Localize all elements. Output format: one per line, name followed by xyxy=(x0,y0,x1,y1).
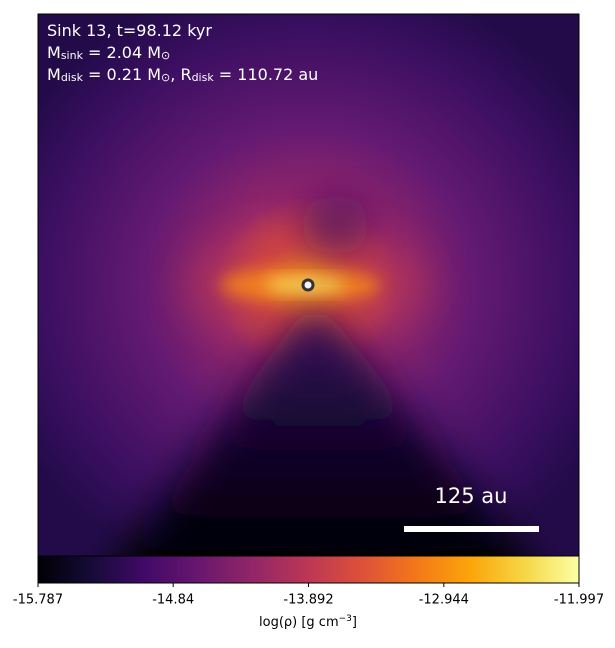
subscript: disk xyxy=(61,71,84,84)
text-part: Sink 13, t=98.12 kyr xyxy=(47,21,212,40)
colorbar xyxy=(37,555,580,584)
colorbar-tick-label: -11.997 xyxy=(554,593,604,608)
subscript: disk xyxy=(192,71,215,84)
text-part: = 2.04 M xyxy=(83,43,161,62)
colorbar-tick-label: -13.892 xyxy=(283,593,333,608)
text-part: log(ρ) [g cm xyxy=(259,615,339,630)
annotation: Msink = 2.04 M⊙ xyxy=(47,43,170,62)
subscript: sink xyxy=(61,49,84,62)
colorbar-tick-label: -14.84 xyxy=(152,593,194,608)
colorbar-label: log(ρ) [g cm−3] xyxy=(259,614,357,630)
scale-bar-label: 125 au xyxy=(435,484,508,508)
annotation: Mdisk = 0.21 M⊙, Rdisk = 110.72 au xyxy=(47,65,318,84)
subscript: ⊙ xyxy=(161,71,170,84)
scale-bar xyxy=(404,526,539,532)
annotation: Sink 13, t=98.12 kyr xyxy=(47,21,212,40)
density-map xyxy=(38,14,579,556)
subscript: ⊙ xyxy=(161,49,170,62)
text-part: = 110.72 au xyxy=(214,65,319,84)
sink-marker xyxy=(301,278,315,292)
text-part: = 0.21 M xyxy=(83,65,161,84)
colorbar-tick-label: -12.944 xyxy=(419,593,469,608)
text-part: ] xyxy=(352,615,357,630)
colorbar-tick-label: -15.787 xyxy=(13,593,63,608)
text-part: M xyxy=(47,65,61,84)
superscript: −3 xyxy=(339,614,352,624)
text-part: , R xyxy=(170,65,191,84)
text-part: M xyxy=(47,43,61,62)
